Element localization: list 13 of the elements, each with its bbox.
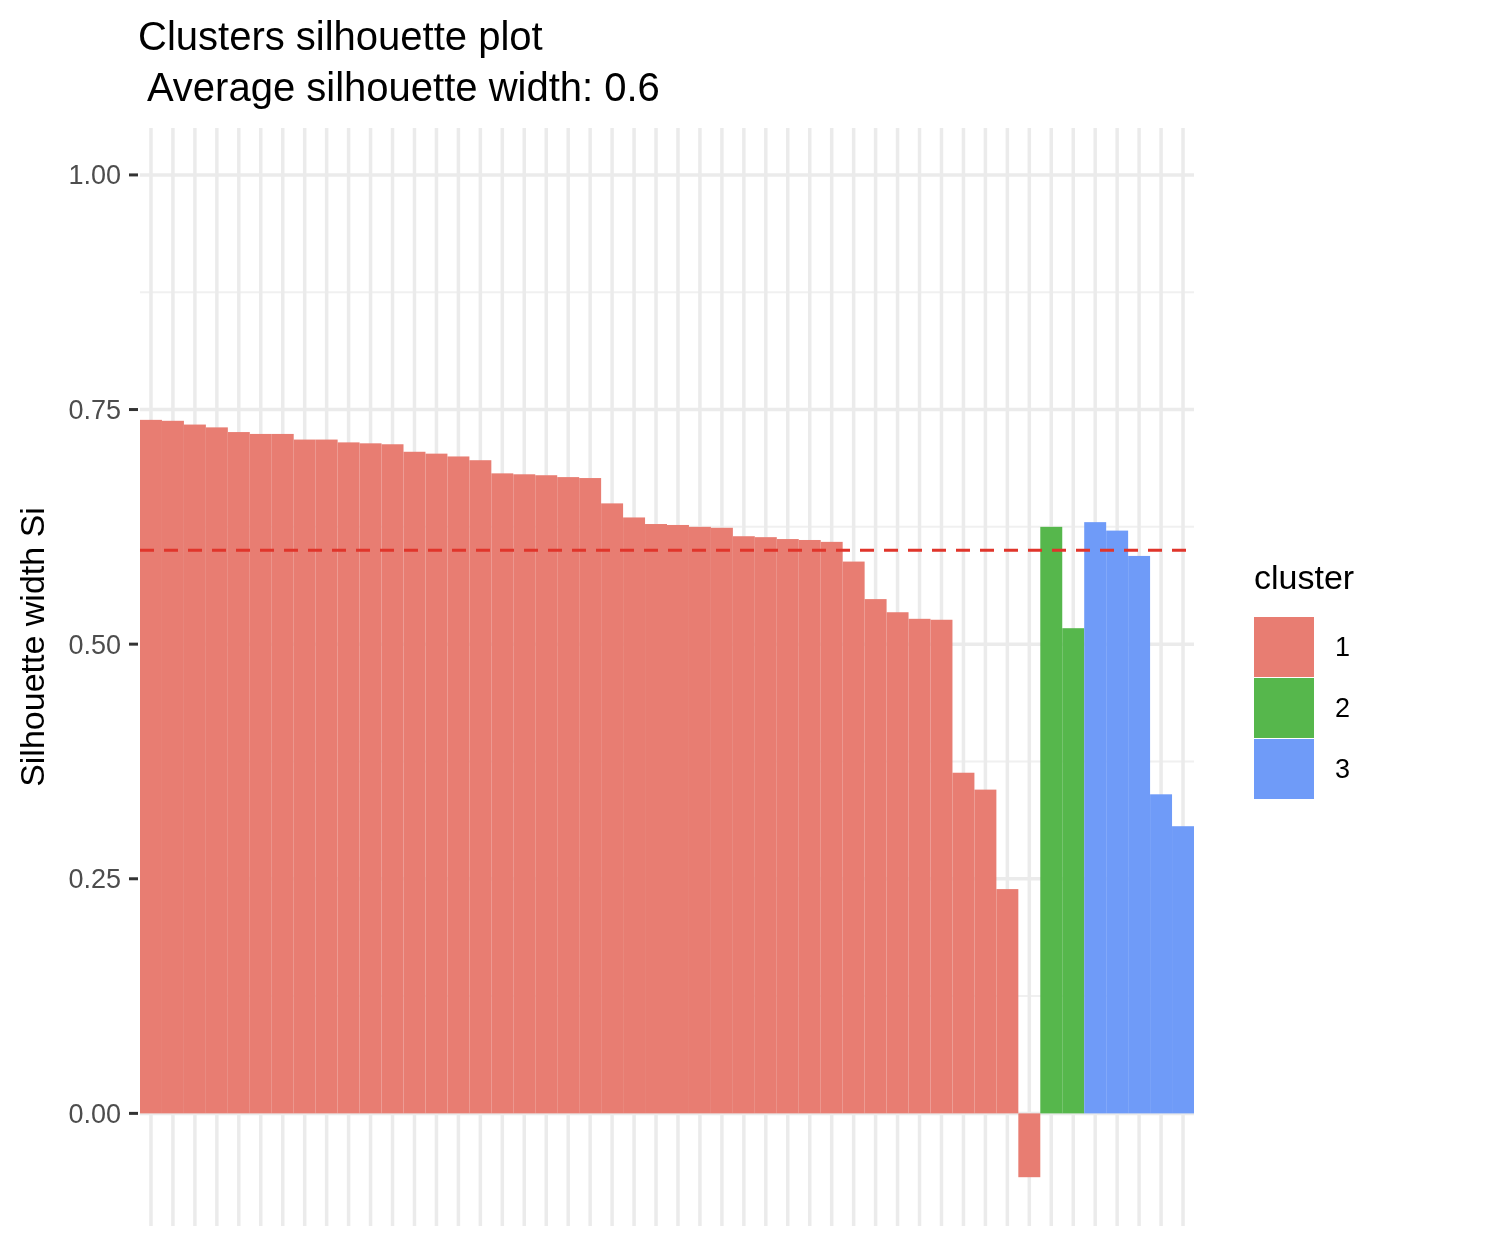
y-tick-label: 0.00 [68,1098,121,1129]
bar [1018,1113,1041,1178]
y-tick-label: 1.00 [68,160,121,191]
y-tick-label: 0.50 [68,629,121,660]
legend-label: 3 [1335,754,1351,785]
y-tick-label: 0.75 [68,394,121,425]
legend-label: 1 [1335,632,1351,663]
legend-title: cluster [1254,558,1355,596]
y-axis-title: Silhouette width Si [13,507,51,787]
y-tick-label: 0.25 [68,864,121,895]
chart-subtitle: Average silhouette width: 0.6 [138,65,660,109]
chart-title: Clusters silhouette plot [138,14,543,58]
legend-label: 2 [1335,693,1351,724]
